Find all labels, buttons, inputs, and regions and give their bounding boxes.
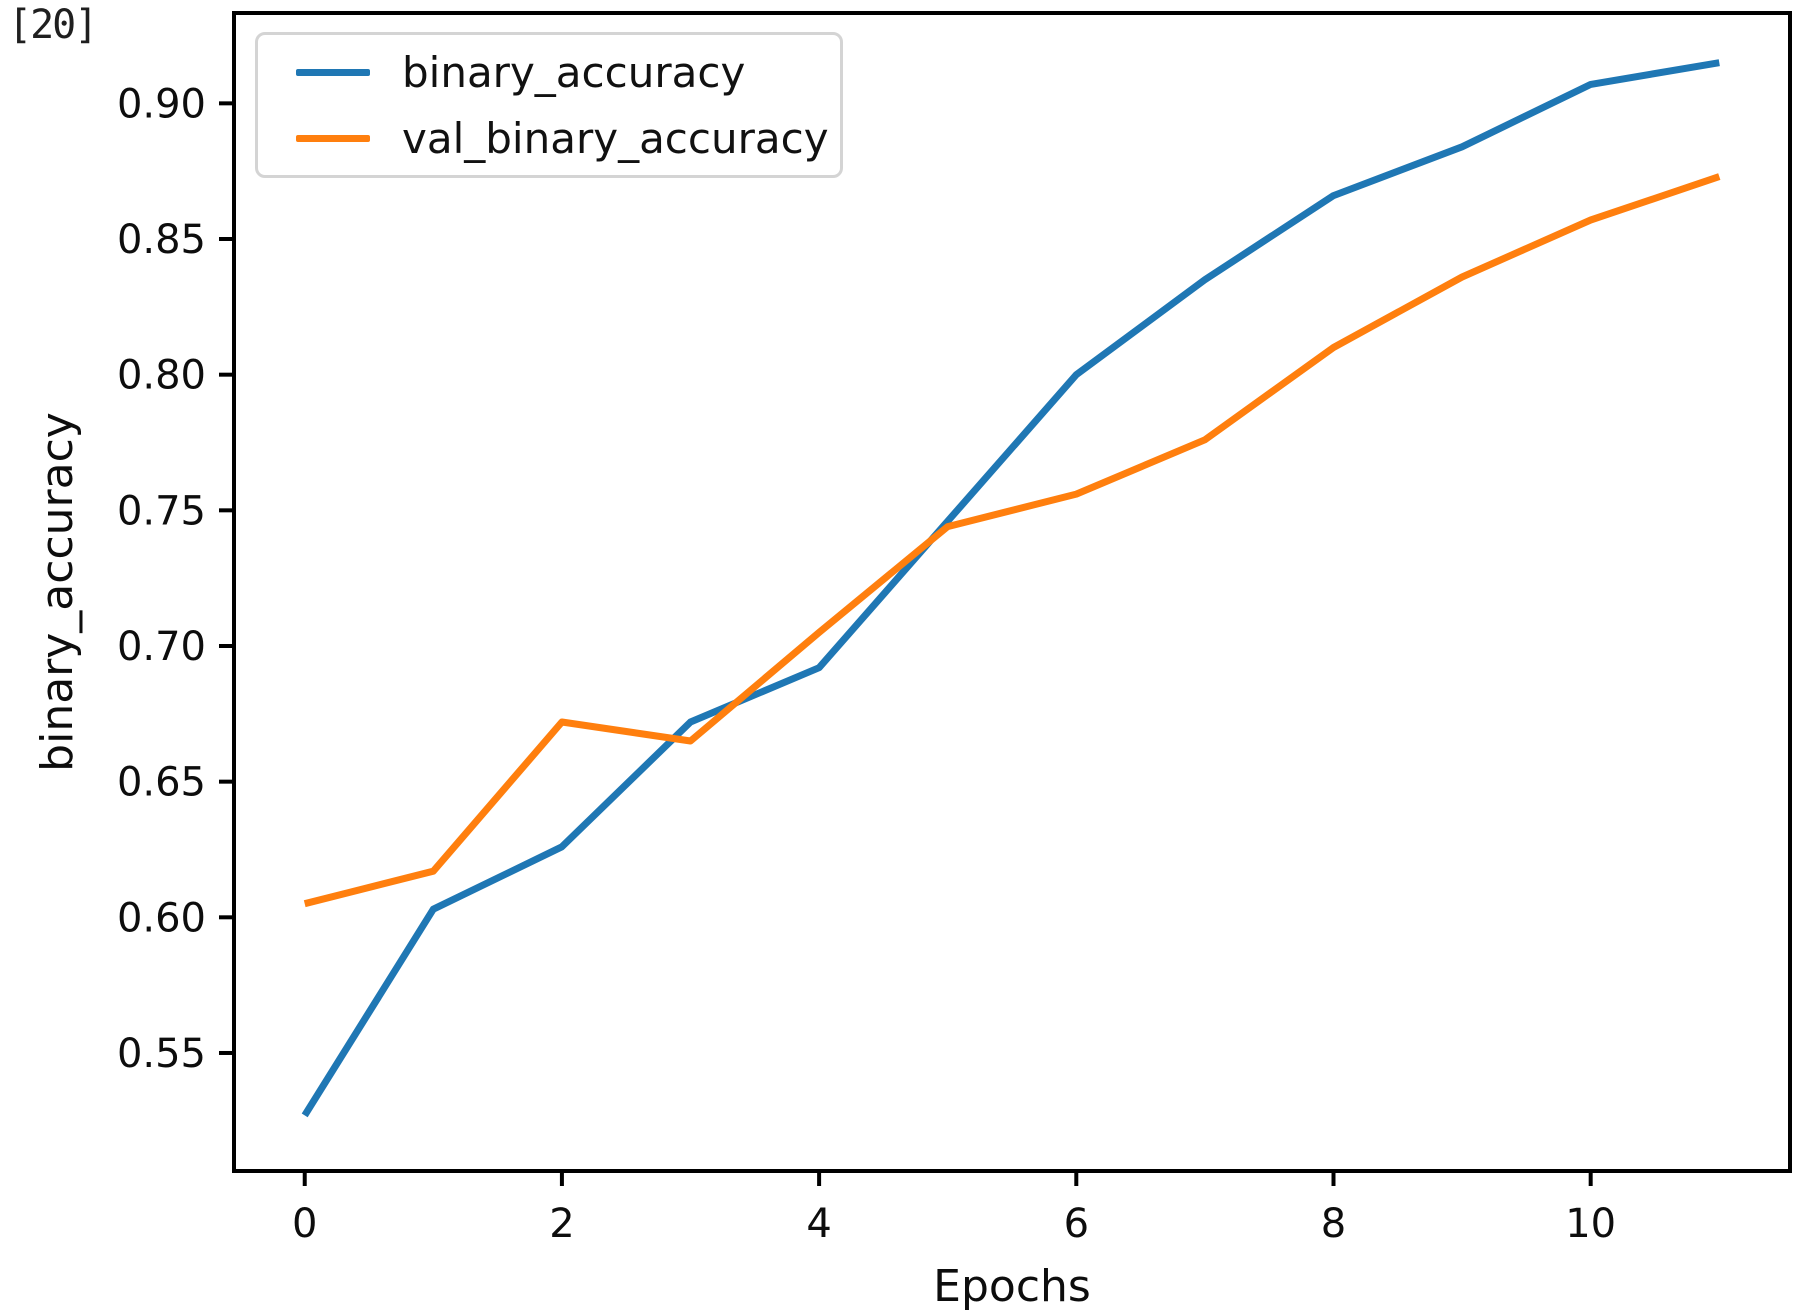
y-tick-label: 0.75 xyxy=(117,488,206,534)
legend-line-sample-blue xyxy=(296,68,370,76)
y-tick-label: 0.55 xyxy=(117,1031,206,1077)
x-tick-label: 2 xyxy=(549,1201,574,1247)
legend-label: val_binary_accuracy xyxy=(402,113,829,163)
y-tick-label: 0.80 xyxy=(117,353,206,399)
y-tick-label: 0.65 xyxy=(117,760,206,806)
series-line-binary_accuracy xyxy=(301,59,1720,1118)
legend-label: binary_accuracy xyxy=(402,47,746,97)
legend-item: binary_accuracy xyxy=(258,46,840,98)
x-axis-label: Epochs xyxy=(933,1261,1091,1312)
y-axis-label: binary_accuracy xyxy=(32,412,83,772)
legend-item: val_binary_accuracy xyxy=(258,112,840,164)
x-tick-label: 4 xyxy=(806,1201,831,1247)
x-tick-label: 6 xyxy=(1064,1201,1089,1247)
y-tick-label: 0.70 xyxy=(117,624,206,670)
chart-generated-content: 0 2 4 6 8 10 0.55 0.60 0.65 0.70 0.75 0.80 0.85 0.90 xyxy=(117,59,1721,1247)
chart-legend: binary_accuracy val_binary_accuracy xyxy=(255,32,843,178)
x-tick-label: 10 xyxy=(1565,1201,1616,1247)
legend-line-sample-orange xyxy=(296,134,370,142)
plot-border xyxy=(232,11,1792,1173)
x-tick-label: 0 xyxy=(292,1201,317,1247)
notebook-execution-count: [20] xyxy=(8,2,98,48)
y-tick-label: 0.90 xyxy=(117,81,206,127)
y-tick-label: 0.60 xyxy=(117,895,206,941)
x-tick-label: 8 xyxy=(1321,1201,1346,1247)
series-line-val_binary_accuracy xyxy=(303,173,1721,908)
y-tick-label: 0.85 xyxy=(117,217,206,263)
